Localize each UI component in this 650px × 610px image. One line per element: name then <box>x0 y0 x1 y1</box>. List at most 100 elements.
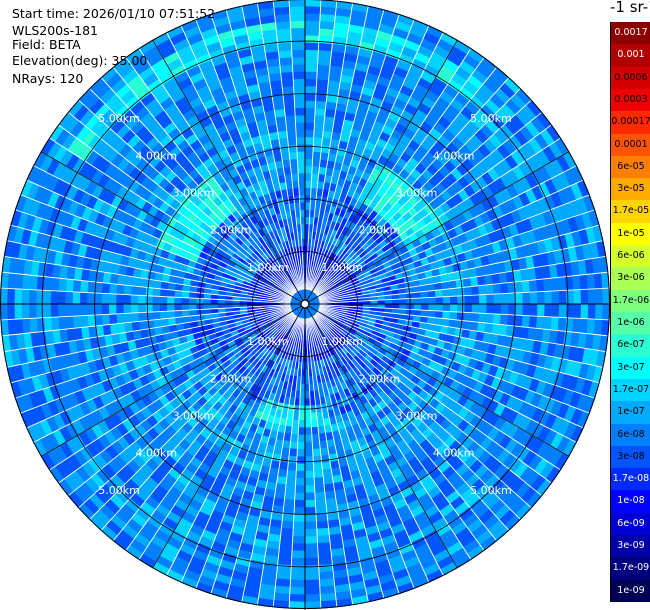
ppi-cell <box>512 398 524 413</box>
ppi-cell <box>115 374 126 387</box>
ppi-cell <box>417 492 432 506</box>
ppi-cell <box>375 363 384 372</box>
ppi-cell <box>463 171 476 185</box>
ppi-cell <box>286 122 296 131</box>
ppi-cell <box>141 432 154 445</box>
ppi-cell <box>390 105 404 117</box>
ppi-cell <box>526 229 537 244</box>
ppi-cell <box>489 499 506 515</box>
ppi-cell <box>172 480 187 493</box>
ppi-cell <box>111 153 125 168</box>
ppi-cell <box>435 96 451 111</box>
ppi-cell <box>214 372 225 382</box>
ppi-cell <box>296 137 305 145</box>
ppi-cell <box>373 213 383 224</box>
ppi-cell <box>524 157 538 174</box>
colorbar-segment: 1.7e-05 <box>611 200 650 223</box>
ppi-cell <box>259 245 267 254</box>
ppi-cell <box>234 456 246 467</box>
ppi-cell <box>406 562 424 576</box>
ppi-cell <box>343 354 351 363</box>
ppi-cell <box>491 323 500 335</box>
ppi-cell <box>339 81 352 91</box>
ppi-cell <box>390 561 407 574</box>
ppi-cell <box>529 242 540 256</box>
ppi-cell <box>372 144 385 156</box>
ray-line <box>318 209 596 300</box>
ppi-cell <box>194 145 207 158</box>
ppi-cell <box>348 340 356 348</box>
ppi-cell <box>411 445 424 457</box>
ppi-cell <box>338 288 347 293</box>
ppi-cell <box>267 161 277 171</box>
ppi-cell <box>167 317 176 326</box>
ppi-cell <box>222 359 232 368</box>
ppi-cell <box>251 462 262 473</box>
ppi-cell <box>241 368 251 378</box>
ppi-cell <box>479 383 491 397</box>
ppi-cell <box>518 191 531 207</box>
ppi-cell <box>276 252 282 260</box>
ppi-cell <box>176 121 191 134</box>
ppi-cell <box>275 331 283 338</box>
ppi-cell <box>261 338 270 346</box>
ppi-cell <box>494 504 511 520</box>
ppi-cell <box>488 459 503 475</box>
ppi-cell <box>309 390 315 399</box>
ppi-cell <box>291 261 296 270</box>
ppi-cell <box>532 366 544 381</box>
ppi-cell <box>392 146 404 158</box>
ppi-cell <box>152 288 161 297</box>
ppi-cell <box>363 19 381 31</box>
ppi-cell <box>154 387 165 399</box>
ppi-cell <box>277 556 292 566</box>
ppi-cell <box>356 352 365 361</box>
ppi-cell <box>503 335 513 348</box>
ppi-cell <box>366 362 376 371</box>
ppi-cell <box>484 374 495 387</box>
ppi-cell <box>577 179 590 198</box>
ray-line <box>100 314 296 531</box>
ppi-cell <box>362 570 379 581</box>
ppi-cell <box>305 173 312 181</box>
ppi-cell <box>289 397 296 406</box>
ppi-cell <box>87 304 95 316</box>
ppi-cell <box>539 225 551 241</box>
ppi-cell <box>67 137 82 154</box>
ppi-cell <box>324 341 331 350</box>
ppi-cell <box>305 28 320 36</box>
ppi-cell <box>236 206 246 216</box>
ppi-cell <box>288 270 294 279</box>
ppi-cell <box>411 321 420 329</box>
ppi-cell <box>570 260 580 276</box>
ppi-cell <box>153 160 167 173</box>
ppi-cell <box>383 312 392 318</box>
ppi-cell <box>116 422 129 437</box>
ppi-cell <box>353 355 362 364</box>
ppi-cell <box>367 65 382 77</box>
ppi-cell <box>263 315 272 320</box>
ppi-cell <box>46 343 57 359</box>
ppi-cell <box>447 369 458 380</box>
ppi-cell <box>363 518 377 529</box>
ppi-cell <box>186 151 199 163</box>
ppi-cell <box>311 166 320 174</box>
ppi-cell <box>181 291 190 298</box>
ppi-cell <box>485 313 494 324</box>
ppi-cell <box>355 342 364 350</box>
ppi-cell <box>135 158 149 172</box>
ppi-cell <box>383 290 392 296</box>
nrays-label: NRays: 120 <box>12 71 84 86</box>
ppi-cell <box>132 139 146 154</box>
ppi-cell <box>331 555 346 564</box>
ppi-cell <box>564 359 575 376</box>
ppi-cell <box>97 406 110 421</box>
ppi-cell <box>469 402 482 415</box>
ppi-cell <box>507 314 516 326</box>
ppi-cell <box>225 144 238 156</box>
ppi-cell <box>141 260 151 271</box>
ppi-cell <box>125 266 135 277</box>
ppi-cell <box>105 444 119 460</box>
ppi-cell <box>118 332 128 344</box>
ppi-cell <box>109 313 118 325</box>
